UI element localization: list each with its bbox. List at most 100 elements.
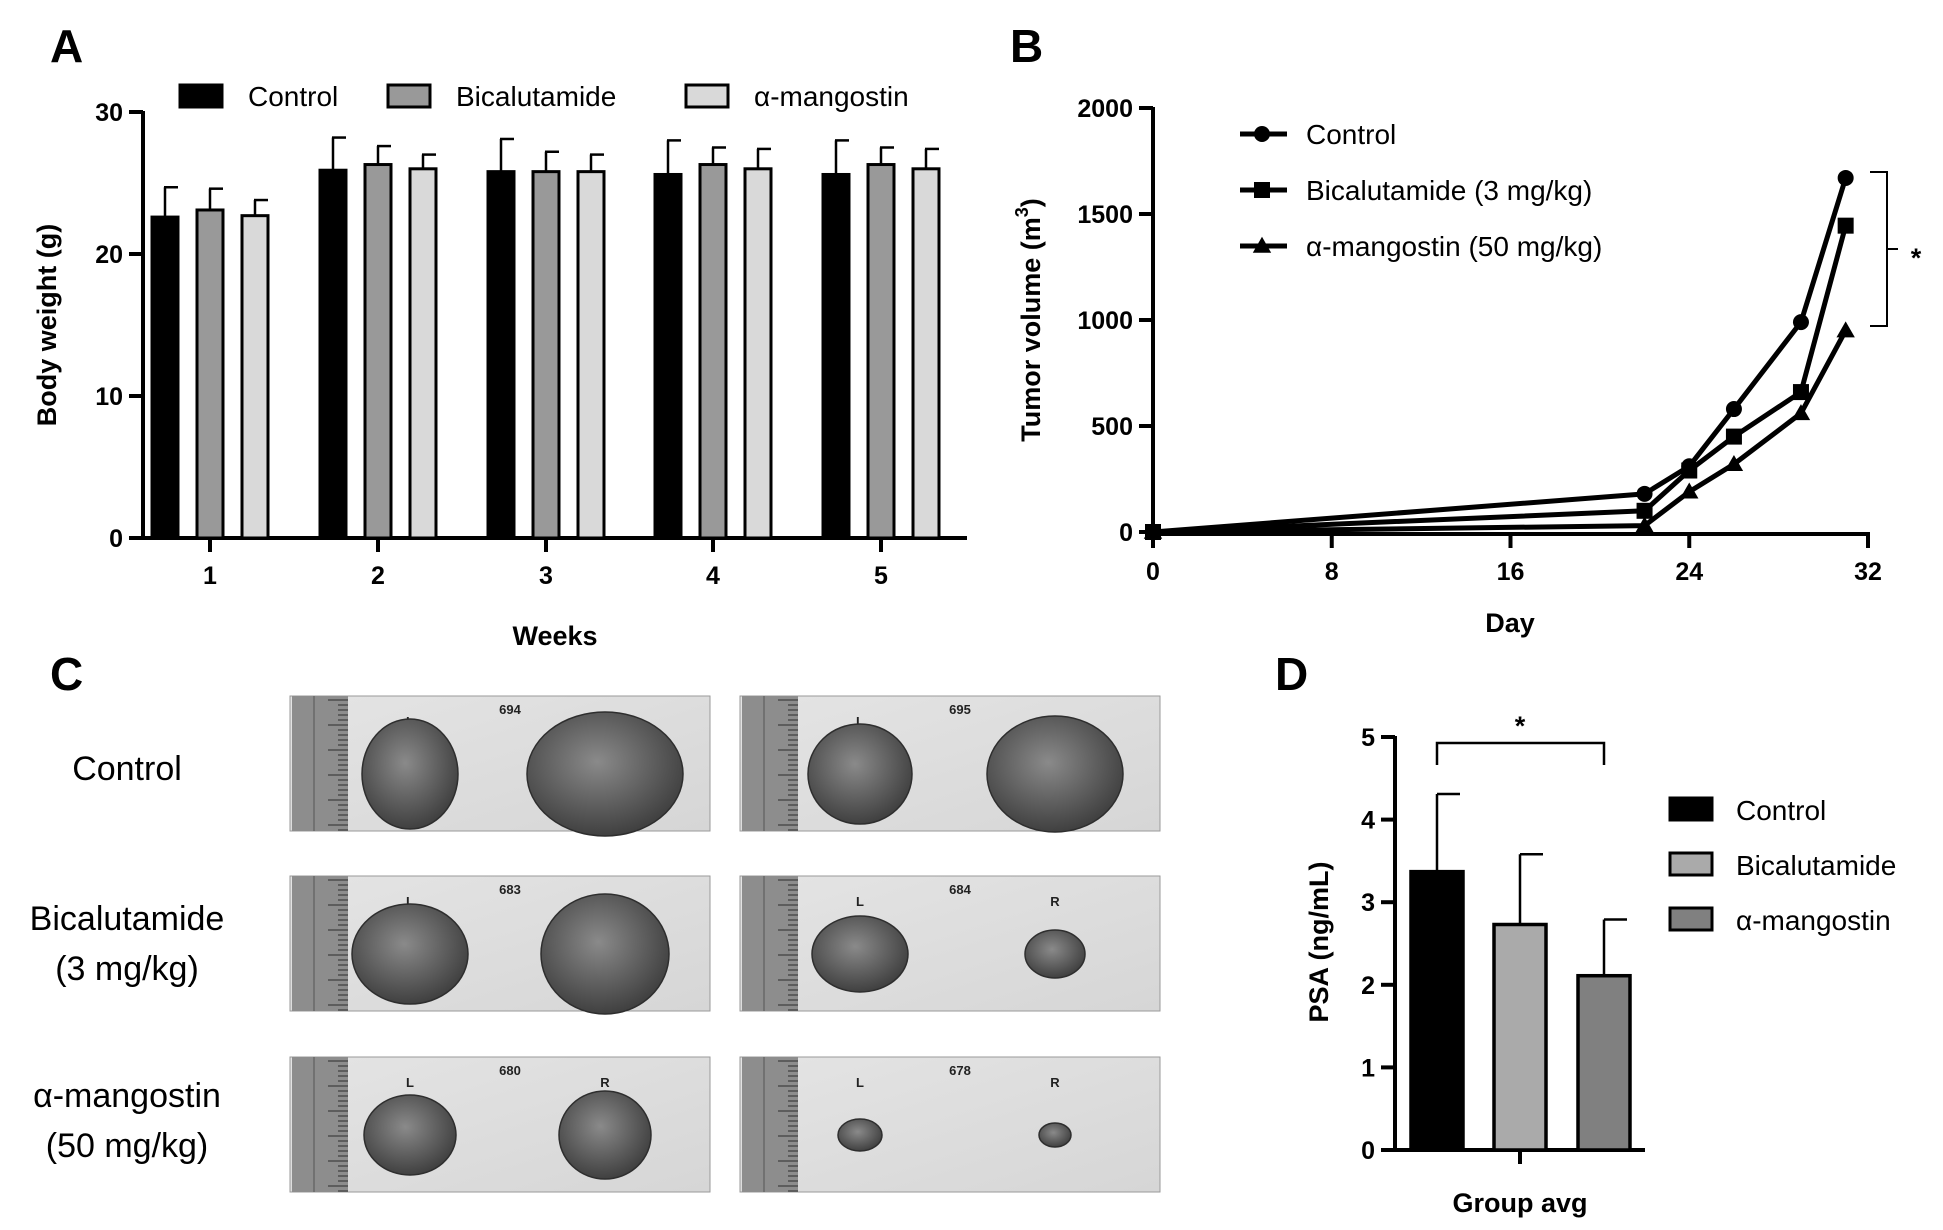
y-tick-label: 1000 xyxy=(1077,307,1133,335)
legend-label: α-mangostin (50 mg/kg) xyxy=(1306,231,1602,262)
legend-label: Bicalutamide xyxy=(1736,850,1896,881)
legend-marker xyxy=(1254,182,1270,198)
bar-bicalutamide xyxy=(531,170,561,540)
y-tick-label: 4 xyxy=(1361,807,1375,835)
tumor-left xyxy=(363,1094,457,1176)
specimen-number: 680 xyxy=(499,1063,521,1078)
data-point-triangle xyxy=(1791,404,1811,421)
x-tick-label: 32 xyxy=(1854,558,1882,586)
panel-letter-c: C xyxy=(50,648,83,700)
row-label: α-mangostin xyxy=(33,1077,221,1115)
ruler xyxy=(742,876,798,1011)
data-point-triangle xyxy=(1680,482,1699,499)
significance-bracket xyxy=(1435,741,1606,765)
tumor-photo: 694LR xyxy=(289,695,711,837)
x-axis-title: Group avg xyxy=(1452,1188,1587,1218)
ruler xyxy=(292,1057,348,1192)
specimen-number: 678 xyxy=(949,1063,971,1078)
series-line-square xyxy=(1152,225,1849,535)
legend-label: Bicalutamide xyxy=(456,81,616,112)
bar-control xyxy=(486,170,516,540)
data-point-square xyxy=(1792,384,1809,401)
legend-label: Control xyxy=(1736,795,1826,826)
chart-b-tumor-volume: 0 500 1000 1500 2000 0 8 16 24 32 Day Tumor volume … xyxy=(1012,95,1922,638)
legend-marker xyxy=(1252,236,1272,253)
right-marker: R xyxy=(1050,1075,1060,1090)
significance-star: * xyxy=(1515,711,1526,741)
legend-swatch xyxy=(1668,796,1714,822)
tumor-left xyxy=(811,915,909,993)
y-tick-label: 2 xyxy=(1361,972,1375,1000)
series-line-circle xyxy=(1152,177,1849,535)
y-tick-label: 20 xyxy=(95,241,123,269)
tumor-right xyxy=(1024,929,1086,979)
tumor-photo: 683LR xyxy=(289,875,711,1015)
tumor-right xyxy=(558,1090,652,1180)
data-point-square xyxy=(1636,502,1653,519)
ruler xyxy=(742,1057,798,1192)
data-point-circle xyxy=(1837,169,1854,186)
y-tick-label: 0 xyxy=(109,525,123,553)
x-tick-label: 1 xyxy=(203,562,217,590)
legend-swatch xyxy=(1668,906,1714,932)
bar-control xyxy=(1409,869,1465,1152)
y-axis-title: PSA (ng/mL) xyxy=(1304,862,1334,1023)
y-axis-title: Body weight (g) xyxy=(32,224,62,426)
x-tick-label: 2 xyxy=(371,562,385,590)
chart-a-body-weight: 0 10 20 30 1 2 3 4 5 Weeks Body weight (g) Control B… xyxy=(32,81,967,651)
specimen-number: 694 xyxy=(499,702,521,717)
bar-bicalutamide xyxy=(363,163,393,540)
bar-mangostin xyxy=(743,167,773,540)
y-tick-label: 5 xyxy=(1361,724,1375,752)
tumor-photo: 680 L R xyxy=(289,1056,711,1193)
bar-mangostin xyxy=(1576,973,1632,1152)
bar-mangostin xyxy=(911,167,941,540)
tumor-left xyxy=(837,1118,883,1152)
left-marker: L xyxy=(856,1075,864,1090)
data-point-square xyxy=(1725,428,1742,445)
series-line-triangle xyxy=(1152,329,1848,535)
ruler xyxy=(742,696,798,831)
y-tick-label: 2000 xyxy=(1077,95,1133,123)
x-tick-label: 4 xyxy=(706,562,720,590)
specimen-number: 683 xyxy=(499,882,521,897)
bar-control xyxy=(318,168,348,540)
row-label: Control xyxy=(72,750,182,788)
specimen-number: 695 xyxy=(949,702,971,717)
y-tick-label: 0 xyxy=(1119,519,1133,547)
bar-control xyxy=(653,172,683,540)
data-point-square xyxy=(1681,462,1698,479)
bar-bicalutamide xyxy=(195,208,225,540)
tumor-left xyxy=(807,723,913,825)
legend-marker xyxy=(1254,126,1270,142)
bar-control xyxy=(821,172,851,540)
x-tick-label: 8 xyxy=(1325,558,1339,586)
left-marker: L xyxy=(406,1075,414,1090)
row-label: Bicalutamide xyxy=(30,900,225,938)
data-point-triangle xyxy=(1143,522,1163,539)
x-tick-label: 16 xyxy=(1497,558,1525,586)
x-axis-title: Day xyxy=(1485,608,1535,638)
significance-star: * xyxy=(1911,243,1922,273)
data-point-square xyxy=(1837,217,1854,234)
row-label: (3 mg/kg) xyxy=(55,950,199,988)
ruler xyxy=(292,696,348,831)
chart-d-psa: 0 1 2 3 4 5 Group avg PSA (ng/mL) * Control Bicalu… xyxy=(1304,711,1896,1218)
tumor-right xyxy=(540,893,670,1015)
right-marker: R xyxy=(600,1075,610,1090)
legend-label: Bicalutamide (3 mg/kg) xyxy=(1306,175,1592,206)
data-point-circle xyxy=(1792,314,1809,331)
bar-mangostin xyxy=(576,170,606,540)
y-tick-label: 30 xyxy=(95,99,123,127)
y-tick-label: 500 xyxy=(1091,413,1133,441)
tumor-photo: 695LR xyxy=(739,695,1161,833)
legend-label: Control xyxy=(248,81,338,112)
tumor-left xyxy=(351,903,469,1005)
left-marker: L xyxy=(406,894,414,909)
bar-control xyxy=(150,215,180,540)
y-tick-label: 10 xyxy=(95,383,123,411)
x-tick-label: 3 xyxy=(539,562,553,590)
left-marker: L xyxy=(856,714,864,729)
tumor-right xyxy=(526,711,684,837)
